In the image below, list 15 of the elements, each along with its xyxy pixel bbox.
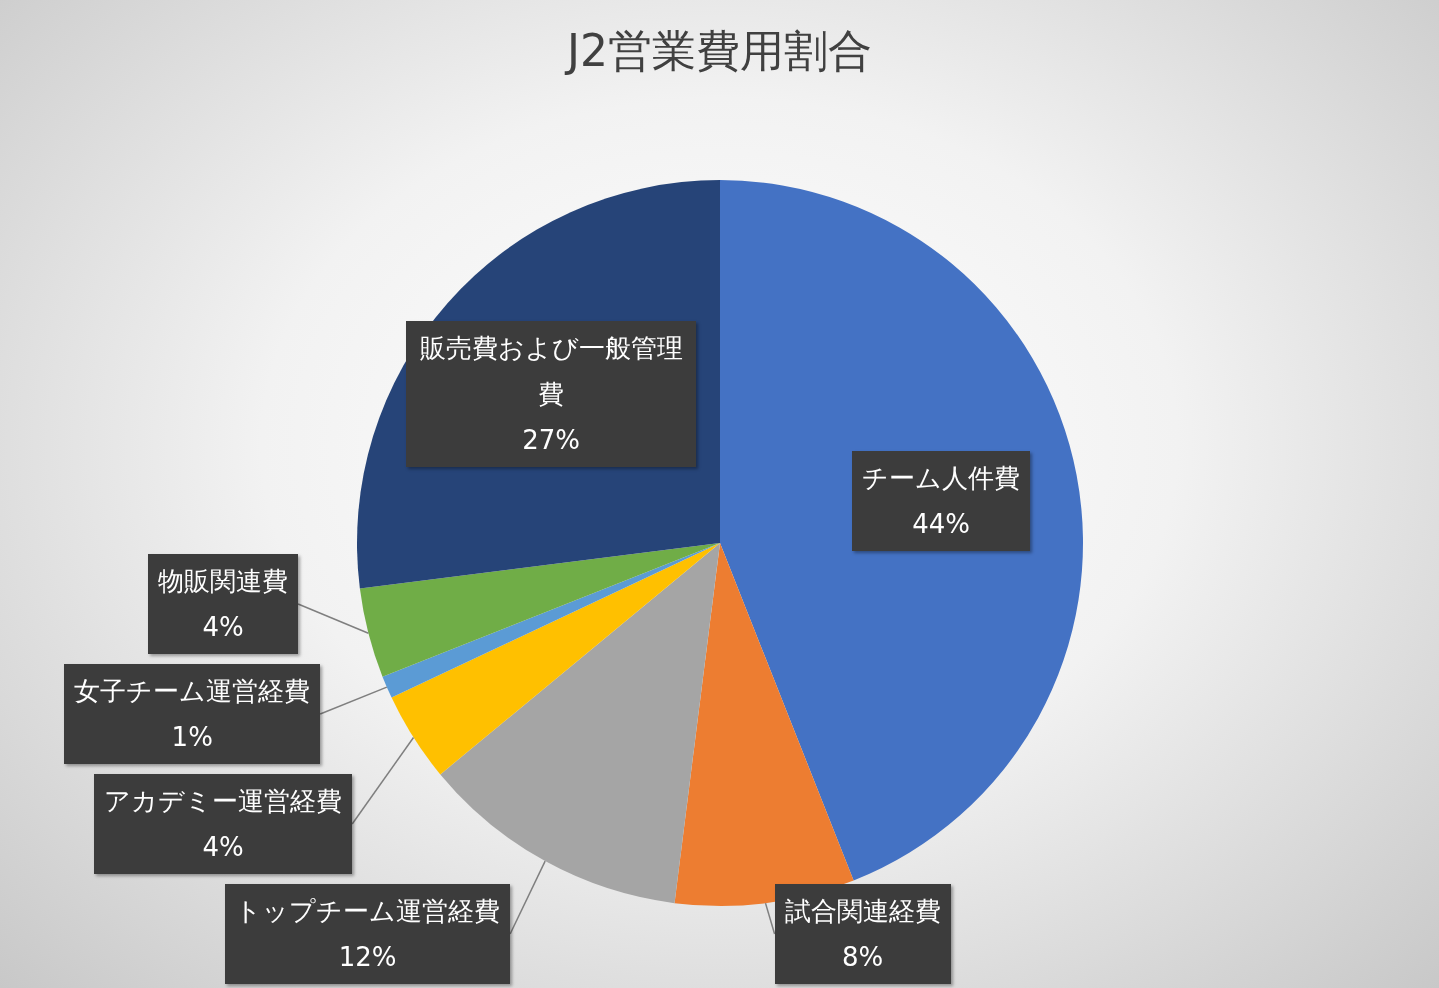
slice-label: 販売費および一般管理費 <box>418 332 684 412</box>
slice-label: トップチーム運営経費 <box>235 895 501 928</box>
data-label: 12% <box>337 941 398 974</box>
data-label: 1% <box>170 721 214 754</box>
slice-label: 女子チーム運営経費 <box>74 675 311 708</box>
data-label: 27% <box>521 424 582 458</box>
slice-label: 物販関連費 <box>158 565 289 598</box>
data-label: 4% <box>201 831 245 864</box>
data-label: 44% <box>911 507 971 541</box>
data-label: 8% <box>840 941 885 974</box>
slice-label: アカデミー運営経費 <box>104 785 343 818</box>
slice-label: 試合関連経費 <box>784 895 941 928</box>
data-label: 4% <box>201 611 245 644</box>
slice-label: チーム人件費 <box>862 461 1021 495</box>
chart-title: J2営業費用割合 <box>563 24 873 78</box>
